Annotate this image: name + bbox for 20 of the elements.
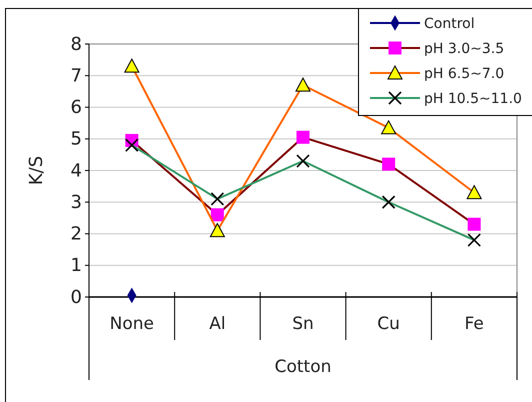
legend-label: pH 10.5~11.0 — [424, 91, 522, 107]
y-tick-label: 1 — [70, 255, 82, 276]
y-tick-label: 3 — [70, 192, 82, 213]
y-axis-title: K/S — [26, 156, 47, 186]
y-tick-label: 2 — [70, 224, 82, 245]
x-tick-label: Cu — [377, 314, 400, 334]
y-tick-label: 0 — [70, 286, 82, 308]
y-tick-label: 5 — [70, 128, 82, 150]
legend-label: pH 6.5~7.0 — [424, 66, 504, 82]
y-tick-label: 6 — [70, 97, 82, 118]
x-tick-label: Fe — [464, 314, 484, 334]
y-tick-label: 7 — [70, 65, 82, 86]
x-axis-title: Cotton — [274, 357, 332, 377]
x-tick-label: None — [110, 314, 154, 334]
legend-label: Control — [424, 16, 475, 32]
legend-label: pH 3.0~3.5 — [424, 41, 504, 57]
y-tick-label: 8 — [70, 34, 82, 55]
y-tick-label: 4 — [70, 160, 82, 182]
x-tick-label: Sn — [292, 314, 314, 334]
x-tick-label: Al — [209, 314, 226, 334]
